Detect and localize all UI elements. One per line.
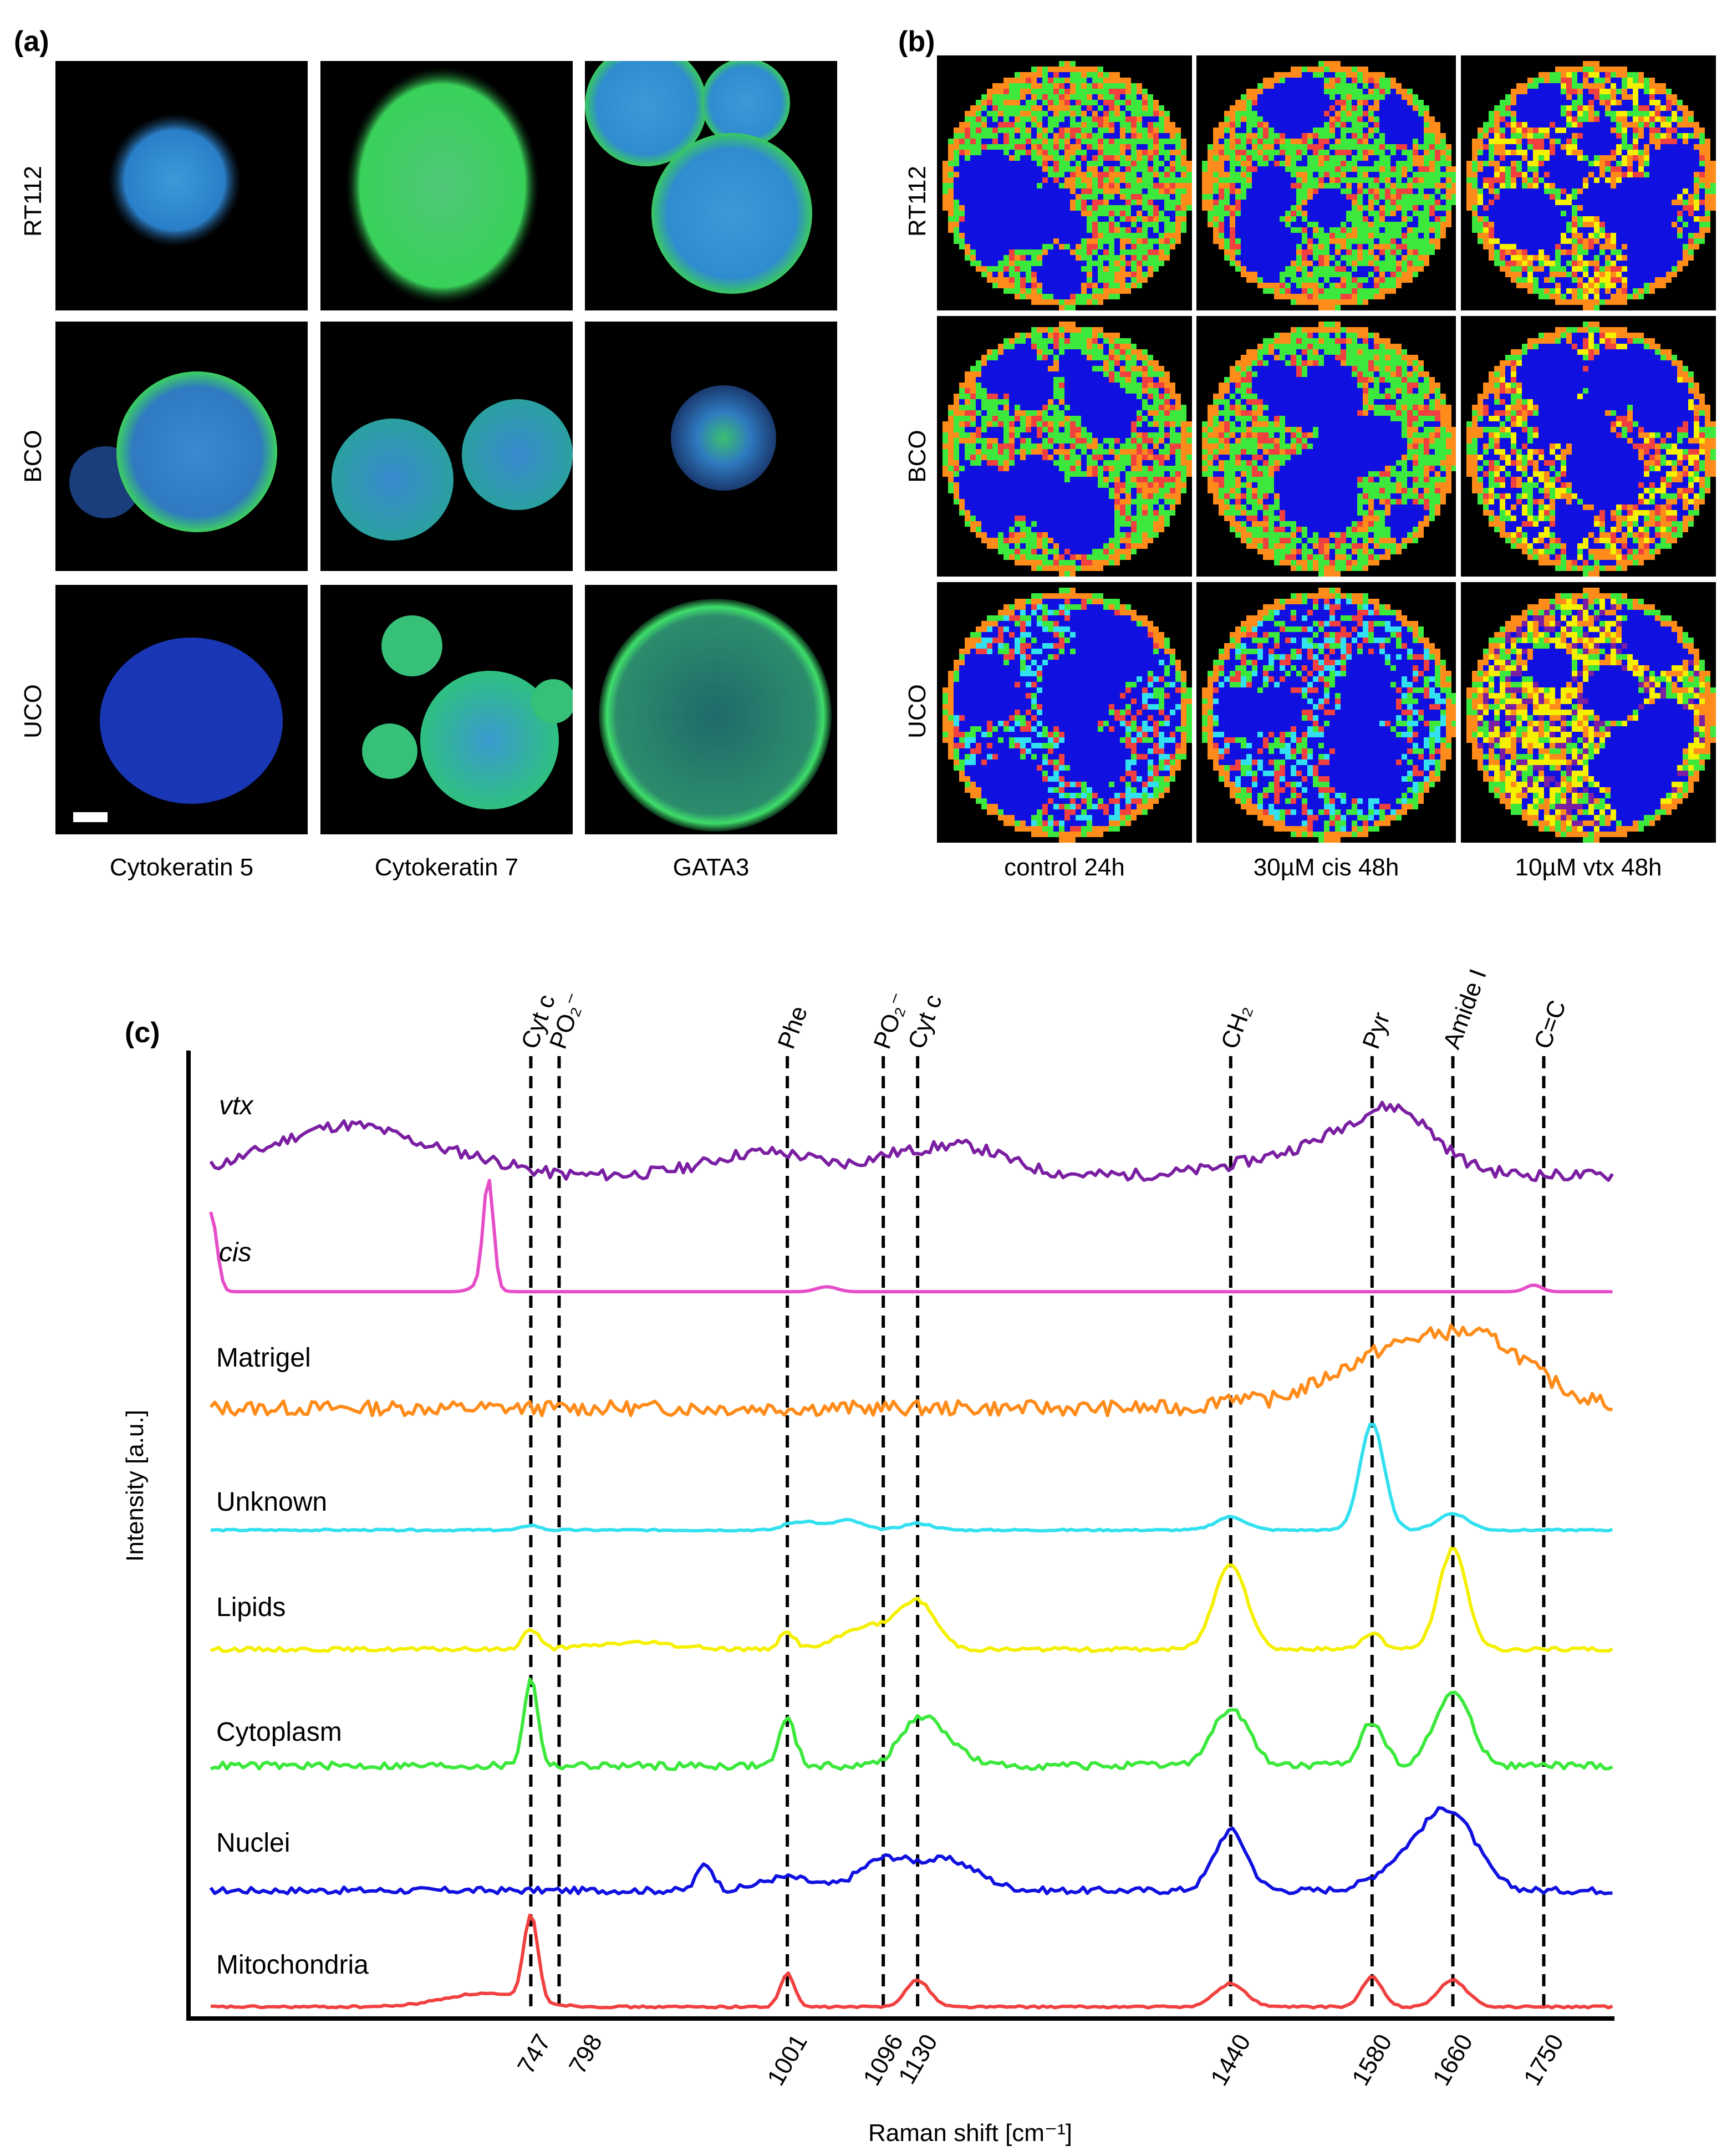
series-label-matrigel: Matrigel [216, 1343, 311, 1373]
panel-a-tile-rt112-ck5 [55, 61, 308, 310]
panel-a-tile-bco-gata3 [585, 322, 837, 571]
panel-b-col-label-cis: 30µM cis 48h [1253, 854, 1399, 881]
panel-a-col-label-gata3: GATA3 [673, 854, 750, 881]
x-tick-label-1440: 1440 [1205, 2030, 1256, 2090]
peak-label-4: Cyt c [903, 991, 947, 1052]
series-line-matrigel [209, 1323, 1613, 1418]
panel-a-row-label-uco: UCO [19, 684, 47, 738]
panel-a-row-label-rt112: RT112 [19, 166, 47, 237]
panel-b-tile-rt112-cis [1196, 55, 1456, 310]
panel-b-tile-bco-cis [1196, 316, 1456, 577]
panel-b-tile-rt112-control [937, 55, 1192, 310]
peak-label-2: Phe [772, 1002, 813, 1052]
panel-a-tile-bco-ck5 [55, 322, 308, 571]
panel-a-tile-bco-ck7 [320, 322, 573, 571]
series-line-cytoplasm [210, 1678, 1613, 1771]
series-label-vtx: vtx [219, 1091, 254, 1120]
series-line-unknown [210, 1423, 1613, 1533]
peak-label-8: C=C [1529, 997, 1572, 1053]
series-label-cytoplasm: Cytoplasm [216, 1717, 342, 1747]
x-tick-label-1580: 1580 [1347, 2030, 1397, 2090]
panel-a-letter: (a) [14, 26, 49, 58]
panel-b-tile-rt112-vtx [1461, 55, 1716, 310]
peak-label-0: Cyt c [516, 991, 561, 1052]
series-line-mitochondria [210, 1913, 1613, 2010]
series-label-cis: cis [219, 1238, 252, 1267]
panel-b-letter: (b) [898, 26, 935, 58]
panel-a-tile-uco-gata3 [585, 585, 837, 834]
panel-a-tile-uco-ck5 [55, 585, 308, 834]
panel-a-tile-rt112-gata3 [585, 61, 837, 310]
x-tick-label-1130: 1130 [893, 2030, 943, 2088]
panel-c-letter: (c) [125, 1017, 160, 1049]
panel-b-row-label-rt112: RT112 [904, 166, 931, 237]
peak-label-7: Amide I [1438, 965, 1492, 1052]
series-line-cis [209, 1179, 1613, 1293]
scale-bar [73, 812, 108, 822]
peak-label-1: PO₂⁻ [544, 989, 590, 1052]
series-label-lipids: Lipids [216, 1593, 286, 1622]
x-tick-label-747: 747 [512, 2030, 556, 2078]
series-label-mitochondria: Mitochondria [216, 1950, 369, 1980]
panel-a-col-label-ck5: Cytokeratin 5 [109, 854, 254, 881]
series-label-unknown: Unknown [216, 1487, 327, 1517]
panel-b-tile-bco-vtx [1461, 316, 1716, 577]
series-line-nuclei [209, 1806, 1613, 1895]
x-axis-label: Raman shift [cm⁻¹] [868, 2119, 1072, 2147]
panel-a-col-label-ck7: Cytokeratin 7 [374, 854, 519, 881]
panel-b-tile-uco-cis [1196, 582, 1456, 843]
panel-b-row-label-uco: UCO [904, 684, 931, 738]
peak-label-6: Pyr [1357, 1009, 1395, 1053]
series-line-vtx [209, 1100, 1614, 1183]
y-axis-label: Intensity [a.u.] [121, 1410, 149, 1562]
panel-a-tile-uco-ck7 [320, 585, 573, 834]
x-tick-label-798: 798 [564, 2030, 608, 2078]
x-tick-label-1750: 1750 [1519, 2030, 1569, 2090]
panel-b-tile-bco-control [937, 316, 1192, 577]
series-label-nuclei: Nuclei [216, 1828, 290, 1858]
x-tick-label-1096: 1096 [858, 2030, 908, 2090]
panel-b-row-label-bco: BCO [904, 430, 931, 483]
peak-label-5: CH₂ [1216, 1001, 1257, 1053]
series-line-lipids [210, 1547, 1613, 1653]
panel-b-col-label-vtx: 10µM vtx 48h [1515, 854, 1662, 881]
panel-a-row-label-bco: BCO [19, 430, 47, 483]
panel-b-tile-uco-vtx [1461, 582, 1716, 843]
panel-b-col-label-control: control 24h [1004, 854, 1125, 881]
x-tick-label-1660: 1660 [1428, 2030, 1478, 2090]
panel-a-tile-rt112-ck7 [320, 61, 573, 310]
peak-label-3: PO₂⁻ [869, 989, 914, 1052]
panel-b-tile-uco-control [937, 582, 1192, 843]
x-tick-label-1001: 1001 [762, 2030, 812, 2090]
